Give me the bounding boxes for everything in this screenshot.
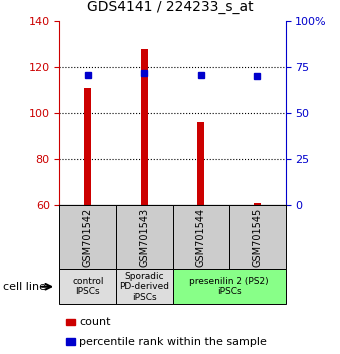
Bar [59,269,116,304]
Text: GDS4141 / 224233_s_at: GDS4141 / 224233_s_at [87,0,253,14]
Text: count: count [79,317,111,327]
Bar [84,88,91,205]
Bar [116,269,173,304]
Bar [229,205,286,269]
Text: control
IPSCs: control IPSCs [72,277,103,296]
Bar [254,203,261,205]
Bar [59,205,116,269]
Text: GSM701545: GSM701545 [252,207,262,267]
Text: cell line: cell line [3,282,46,292]
Bar [141,49,148,205]
Text: Sporadic
PD-derived
iPSCs: Sporadic PD-derived iPSCs [119,272,169,302]
Text: GSM701544: GSM701544 [196,207,206,267]
Bar [173,205,229,269]
Text: presenilin 2 (PS2)
iPSCs: presenilin 2 (PS2) iPSCs [189,277,269,296]
Text: percentile rank within the sample: percentile rank within the sample [79,337,267,347]
Text: GSM701543: GSM701543 [139,207,149,267]
Bar [198,122,204,205]
Bar [173,269,286,304]
Text: GSM701542: GSM701542 [83,207,93,267]
Bar [116,205,173,269]
